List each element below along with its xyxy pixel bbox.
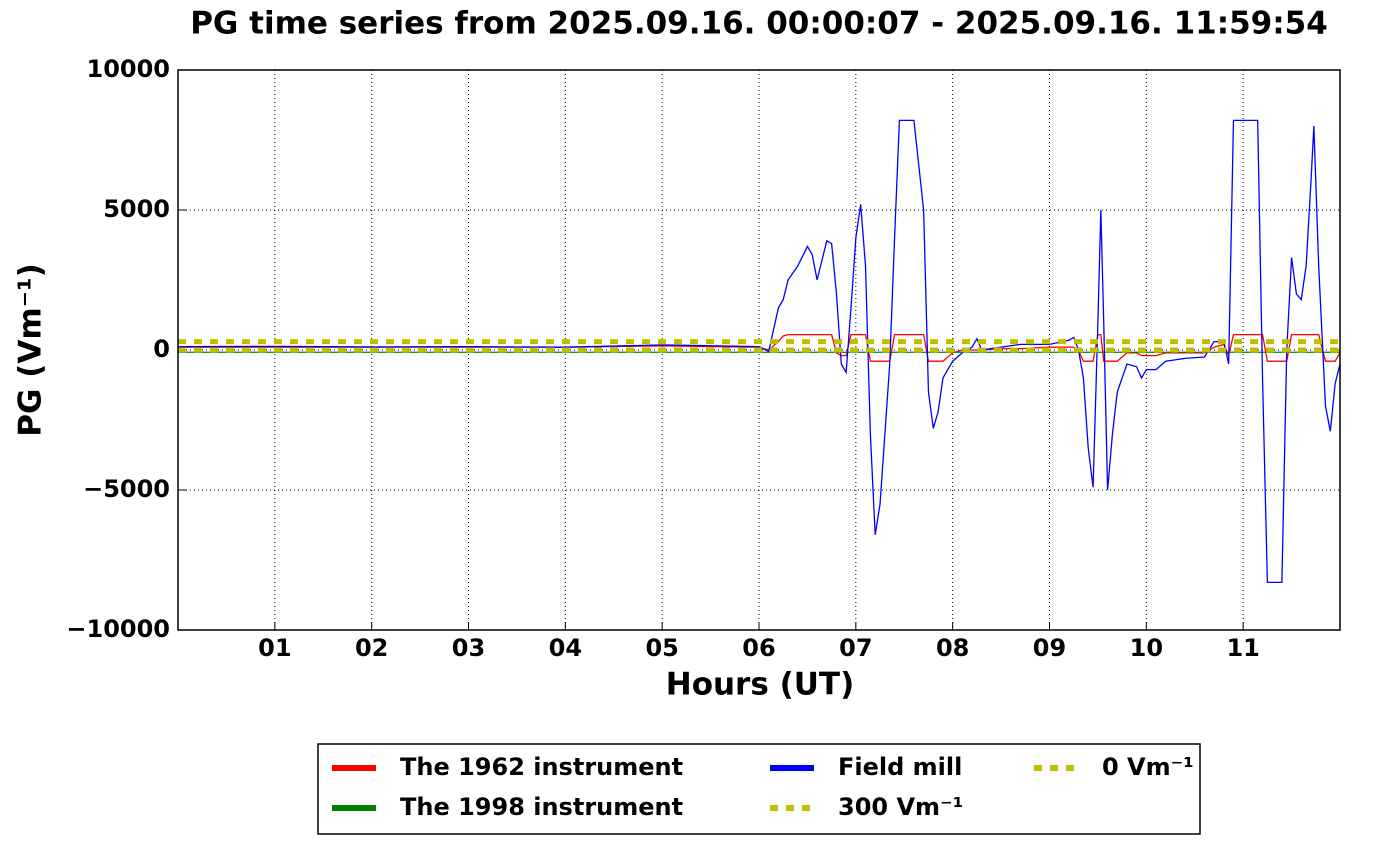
x-tick-label: 11 [1226, 634, 1259, 662]
x-tick-label: 08 [936, 634, 969, 662]
legend-label: 300 Vm⁻¹ [838, 793, 963, 821]
y-tick-label: −5000 [83, 475, 170, 503]
y-tick-label: 5000 [103, 195, 170, 223]
legend-label: Field mill [838, 753, 962, 781]
y-tick-label: 10000 [87, 55, 171, 83]
x-tick-label: 03 [452, 634, 485, 662]
x-tick-label: 01 [258, 634, 291, 662]
x-tick-label: 07 [839, 634, 872, 662]
x-tick-label: 10 [1130, 634, 1163, 662]
x-tick-label: 05 [645, 634, 678, 662]
legend-label: The 1962 instrument [400, 753, 683, 781]
data-line [177, 119, 1341, 584]
y-axis-label: PG (Vm⁻¹) [13, 263, 49, 437]
x-tick-label: 09 [1033, 634, 1066, 662]
legend-box [317, 743, 1201, 835]
x-tick-label: 02 [355, 634, 388, 662]
legend-label: 0 Vm⁻¹ [1102, 753, 1194, 781]
y-tick-label: −10000 [66, 615, 170, 643]
x-tick-label: 06 [742, 634, 775, 662]
plot-frame [177, 69, 1341, 631]
chart-title: PG time series from 2025.09.16. 00:00:07… [190, 6, 1328, 42]
x-tick-label: 04 [549, 634, 582, 662]
x-axis-label: Hours (UT) [666, 667, 855, 703]
legend-label: The 1998 instrument [400, 793, 683, 821]
y-tick-label: 0 [153, 335, 170, 363]
